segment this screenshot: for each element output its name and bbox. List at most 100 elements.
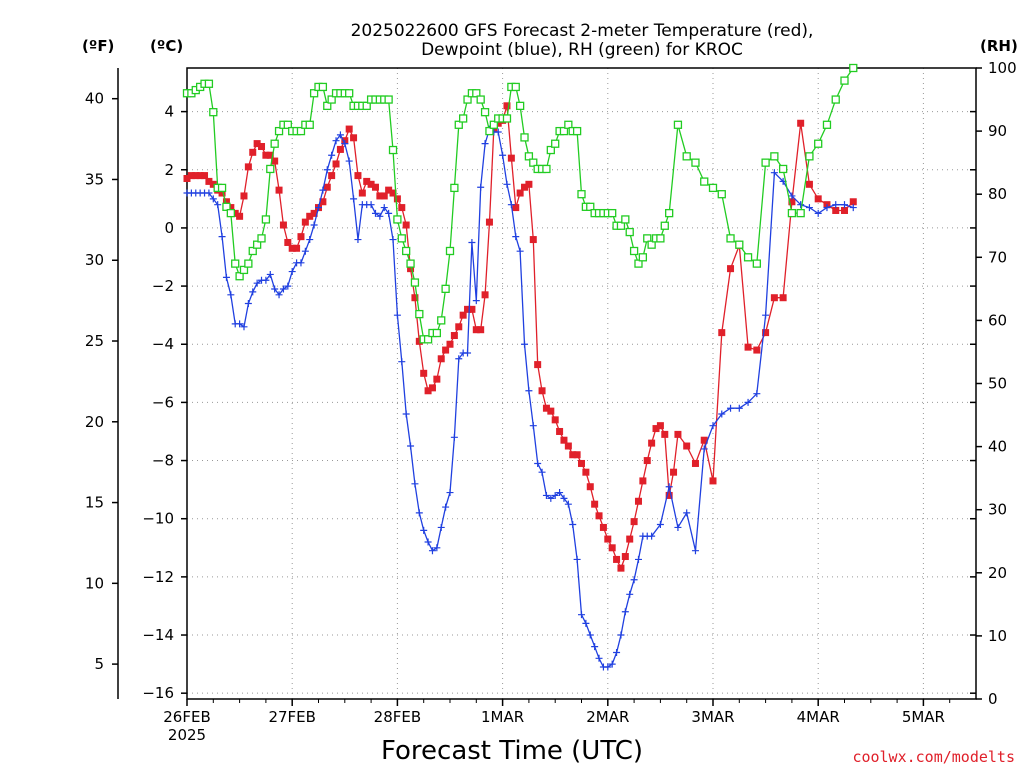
temperature-point xyxy=(538,387,546,395)
dewpoint-point xyxy=(560,494,568,502)
temperature-point xyxy=(455,323,463,331)
dewpoint-point xyxy=(735,404,743,412)
dewpoint-point xyxy=(464,349,472,357)
y-tick-label-rh: 100 xyxy=(988,59,1017,77)
temperature-point xyxy=(849,198,857,206)
series-layer xyxy=(182,63,858,671)
temperature-point xyxy=(542,404,550,412)
dewpoint-point xyxy=(564,500,572,508)
dewpoint-point xyxy=(849,204,857,212)
y-tick-label-f: 25 xyxy=(85,332,104,350)
dewpoint-point xyxy=(770,169,778,177)
temperature-point xyxy=(433,375,441,383)
y-tick-label-f: 40 xyxy=(85,90,104,108)
temperature-point xyxy=(323,183,331,191)
temperature-point xyxy=(209,180,217,188)
rh-point xyxy=(726,234,735,243)
rh-point xyxy=(266,164,275,174)
temperature-point xyxy=(832,206,840,214)
y-tick-label-c: −10 xyxy=(142,510,174,528)
rh-point xyxy=(305,120,314,129)
dewpoint-point xyxy=(433,544,441,552)
y-tick-label-f: 30 xyxy=(85,251,104,269)
temperature-point xyxy=(262,151,270,159)
temperature-point xyxy=(301,218,309,226)
dewpoint-point xyxy=(634,555,642,563)
rh-point xyxy=(217,183,227,193)
dewpoint-point xyxy=(385,209,393,217)
rh-point xyxy=(743,253,753,262)
rh-point xyxy=(209,108,218,117)
y-tick-label-rh: 0 xyxy=(988,690,998,708)
dewpoint-point xyxy=(319,186,327,194)
temperature-point xyxy=(380,192,388,200)
rh-point xyxy=(814,139,823,148)
temperature-point xyxy=(328,172,336,180)
y-tick-label-c: −6 xyxy=(152,393,174,411)
rh-point xyxy=(204,79,214,88)
rh-point xyxy=(345,89,354,98)
rh-point xyxy=(586,202,595,211)
rh-point xyxy=(450,183,459,193)
x-tick-label: 3MAR xyxy=(691,708,734,726)
temperature-point xyxy=(691,459,699,467)
rh-point xyxy=(283,120,292,129)
temperature-point xyxy=(753,346,761,354)
dewpoint-point xyxy=(271,285,279,293)
dewpoint-point xyxy=(367,201,375,209)
rh-point xyxy=(406,259,415,268)
dewpoint-point xyxy=(626,590,634,598)
temperature-point xyxy=(582,468,590,476)
dewpoint-point xyxy=(788,192,796,200)
rh-point xyxy=(410,278,420,287)
rh-point xyxy=(529,158,538,167)
dewpoint-point xyxy=(249,288,257,296)
y-tick-label-c: −8 xyxy=(152,452,174,470)
temperature-point xyxy=(218,189,226,197)
rh-point xyxy=(796,208,805,218)
y-tick-label-c: −14 xyxy=(142,626,174,644)
temperature-point xyxy=(788,198,796,206)
dewpoint-point xyxy=(648,532,656,540)
dewpoint-point xyxy=(415,509,423,517)
dewpoint-point xyxy=(683,509,691,517)
temperature-point xyxy=(310,209,318,217)
rh-point xyxy=(778,164,788,174)
temperature-point xyxy=(297,233,305,241)
temperature-point xyxy=(284,238,292,246)
dewpoint-point xyxy=(604,663,612,671)
temperature-point xyxy=(227,204,235,212)
dewpoint-point xyxy=(236,320,244,328)
temperature-point xyxy=(507,154,515,162)
temperature-point xyxy=(648,439,656,447)
rh-point xyxy=(388,145,398,155)
rh-point xyxy=(673,120,683,129)
dewpoint-point xyxy=(578,611,585,619)
dewpoint-point xyxy=(288,268,296,276)
rh-point xyxy=(717,190,726,199)
rh-point xyxy=(660,221,669,230)
rh-point xyxy=(502,114,512,123)
dewpoint-point xyxy=(315,204,322,212)
temperature-point xyxy=(670,468,678,476)
rh-point xyxy=(638,253,648,262)
dewpoint-point xyxy=(354,236,362,244)
rh-point xyxy=(270,139,279,148)
rh-point xyxy=(274,126,284,136)
temperature-point xyxy=(547,407,555,415)
temperature-point xyxy=(398,204,406,212)
temperature-point xyxy=(244,163,252,171)
series-temperature xyxy=(183,102,857,572)
temperature-point xyxy=(236,212,244,220)
dewpoint-point xyxy=(266,270,274,278)
temperature-point xyxy=(573,451,581,459)
unit-label-rh: (RH) xyxy=(980,37,1018,55)
temperature-point xyxy=(665,491,673,499)
temperature-point xyxy=(534,361,542,369)
dewpoint-point xyxy=(538,468,546,476)
temperature-point xyxy=(402,221,410,229)
dewpoint-point xyxy=(428,547,436,555)
temperature-point xyxy=(630,518,638,526)
dewpoint-point xyxy=(275,291,283,299)
temperature-point xyxy=(578,459,585,467)
